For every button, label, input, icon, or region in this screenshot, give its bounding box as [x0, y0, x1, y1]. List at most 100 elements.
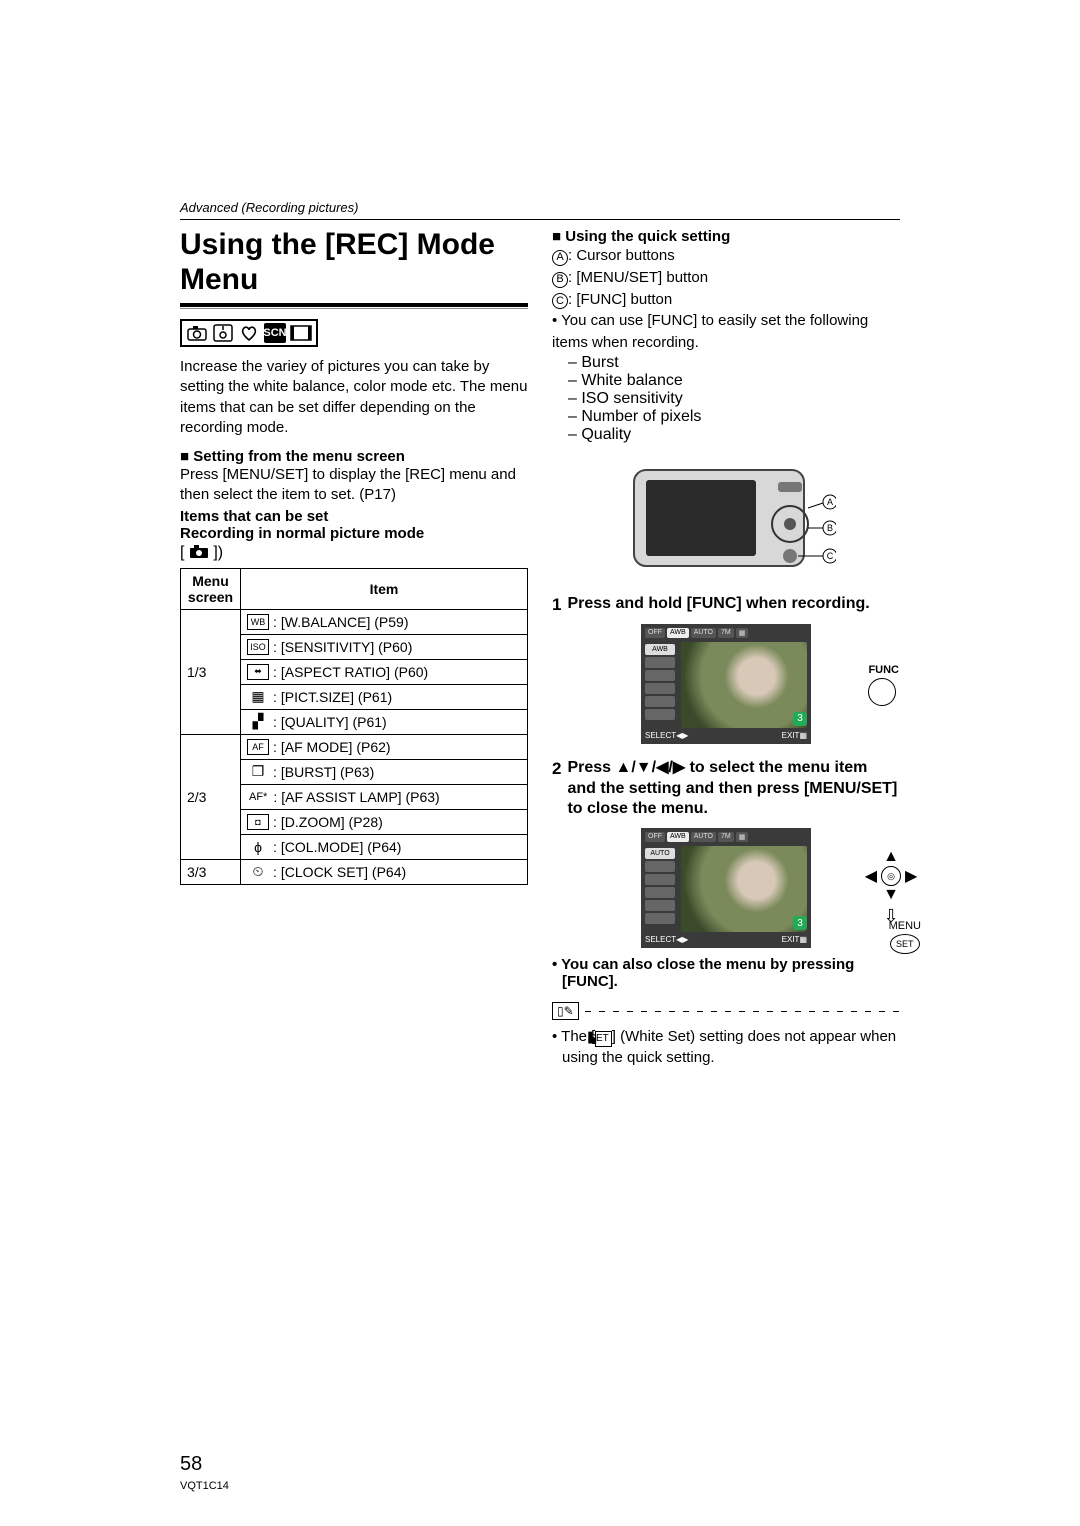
col-header-item: Item	[241, 568, 528, 609]
svg-text:A: A	[827, 497, 833, 507]
step-2-heading: 2 Press ▲/▼/◀/▶ to select the menu item …	[552, 758, 900, 820]
iso-icon: ISO	[247, 639, 269, 655]
camera-illustration: A B C	[616, 452, 836, 582]
aflamp-icon: AF*	[247, 789, 269, 805]
section-header: Advanced (Recording pictures)	[180, 200, 900, 220]
chip-awb: AWB	[667, 832, 689, 842]
chip-off: OFF	[645, 628, 665, 638]
list-item: White balance	[568, 372, 900, 390]
list-item: ISO sensitivity	[568, 390, 900, 408]
screen-cell: 2/3	[181, 734, 241, 859]
note-icon: ▯✎	[552, 1002, 579, 1020]
doc-code: VQT1C14	[180, 1480, 229, 1492]
white-set-icon: ▙SET	[595, 1031, 611, 1047]
step-number: 1	[552, 594, 561, 616]
title-rule	[180, 303, 528, 309]
intro-text: Increase the variey of pictures you can …	[180, 357, 528, 438]
legend-c: [FUNC] button	[576, 291, 672, 308]
mode-icon-strip: SCN	[180, 319, 318, 347]
list-item: Burst	[568, 354, 900, 372]
chip-auto: AUTO	[691, 832, 716, 842]
chip-qual: ▦	[736, 832, 749, 842]
note-divider: ▯✎	[552, 1002, 900, 1020]
quick-lead: You can use [FUNC] to easily set the fol…	[552, 312, 868, 351]
table-row: 2/3 AF : [AF MODE] (P62)	[181, 734, 528, 759]
select-label: SELECT	[645, 935, 676, 944]
exit-label: EXIT▦	[782, 731, 807, 740]
step-1-text: Press and hold [FUNC] when recording.	[567, 594, 869, 616]
list-item: Number of pixels	[568, 408, 900, 426]
table-row: 1/3 WB : [W.BALANCE] (P59)	[181, 609, 528, 634]
quality-icon: ▞	[247, 714, 269, 730]
item-label: [AF ASSIST LAMP] (P63)	[281, 789, 439, 805]
screen-cell: 3/3	[181, 859, 241, 884]
item-label: [QUALITY] (P61)	[281, 714, 387, 730]
closing-note: You can also close the menu by pressing …	[552, 956, 900, 990]
legend-a: Cursor buttons	[576, 247, 674, 264]
item-label: [D.ZOOM] (P28)	[281, 814, 383, 830]
quick-list: Burst White balance ISO sensitivity Numb…	[552, 354, 900, 444]
camera-bracket: [ ])	[180, 544, 528, 562]
lcd-screen-2: OFF AWB AUTO 7M ▦ AUTO 3 SELECT◀▶ EXIT▦	[641, 828, 811, 948]
setting-heading: Setting from the menu screen	[180, 448, 528, 465]
item-label: [SENSITIVITY] (P60)	[281, 639, 412, 655]
step-1-heading: 1 Press and hold [FUNC] when recording.	[552, 594, 900, 616]
item-label: [PICT.SIZE] (P61)	[281, 689, 392, 705]
table-row: 3/3 ⏲ : [CLOCK SET] (P64)	[181, 859, 528, 884]
letter-b-icon: B	[552, 272, 568, 288]
section-label: Advanced (Recording pictures)	[180, 200, 900, 215]
clock-icon: ⏲	[247, 864, 269, 880]
item-label: [ASPECT RATIO] (P60)	[281, 664, 428, 680]
list-item: Quality	[568, 426, 900, 444]
burst-icon: ❐	[247, 764, 269, 780]
chip-awb: AWB	[667, 628, 689, 638]
setting-text: Press [MENU/SET] to display the [REC] me…	[180, 465, 528, 506]
chip-qual: ▦	[736, 628, 749, 638]
items-heading-1: Items that can be set	[180, 508, 528, 525]
af-icon: AF	[247, 739, 269, 755]
wb-icon: WB	[247, 614, 269, 630]
menu-set-button: MENU SET	[889, 920, 921, 954]
chip-7m: 7M	[718, 628, 734, 638]
dzoom-icon: ◘	[247, 814, 269, 830]
quick-heading: Using the quick setting	[552, 228, 900, 245]
col-header-screen: Menu screen	[181, 568, 241, 609]
chip-off: OFF	[645, 832, 665, 842]
footnote: The [▙SET] (White Set) setting does not …	[552, 1026, 900, 1068]
page-number: 58	[180, 1453, 202, 1476]
movie-icon	[290, 323, 312, 343]
menu-table: Menu screen Item 1/3 WB : [W.BALANCE] (P…	[180, 568, 528, 885]
select-label: SELECT◀▶	[645, 731, 688, 740]
svg-text:C: C	[827, 551, 834, 561]
button-legend: A: Cursor buttons B: [MENU/SET] button C…	[552, 245, 900, 354]
item-label: [CLOCK SET] (P64)	[281, 864, 406, 880]
header-rule	[180, 219, 900, 220]
letter-c-icon: C	[552, 293, 568, 309]
chip-auto: AUTO	[691, 628, 716, 638]
macro-icon	[212, 323, 234, 343]
screen-cell: 1/3	[181, 609, 241, 734]
lcd-screen-1: OFF AWB AUTO 7M ▦ AWB 3 SELECT◀▶ EXIT▦	[641, 624, 811, 744]
page-title: Using the [REC] Mode Menu	[180, 228, 528, 297]
exit-label: EXIT	[782, 935, 800, 944]
letter-a-icon: A	[552, 250, 568, 266]
item-label: [AF MODE] (P62)	[281, 739, 391, 755]
right-column: Using the quick setting A: Cursor button…	[552, 228, 900, 1068]
item-label: [BURST] (P63)	[281, 764, 374, 780]
left-column: Using the [REC] Mode Menu SCN Increase t…	[180, 228, 528, 1068]
func-button: FUNC	[868, 664, 899, 706]
item-label: [W.BALANCE] (P59)	[281, 614, 409, 630]
scn-icon: SCN	[264, 323, 286, 343]
svg-text:B: B	[827, 523, 833, 533]
legend-b: [MENU/SET] button	[576, 269, 708, 286]
items-heading-2: Recording in normal picture mode	[180, 525, 528, 542]
step-number: 2	[552, 758, 561, 820]
pictsize-icon: ▦	[247, 689, 269, 705]
item-label: [COL.MODE] (P64)	[281, 839, 402, 855]
badge-3: 3	[793, 916, 807, 930]
heart-icon	[238, 323, 260, 343]
badge-3: 3	[793, 712, 807, 726]
step-2-text: Press ▲/▼/◀/▶ to select the menu item an…	[567, 758, 900, 820]
colmode-icon: ϕ	[247, 839, 269, 855]
aspect-icon: ⬌	[247, 664, 269, 680]
